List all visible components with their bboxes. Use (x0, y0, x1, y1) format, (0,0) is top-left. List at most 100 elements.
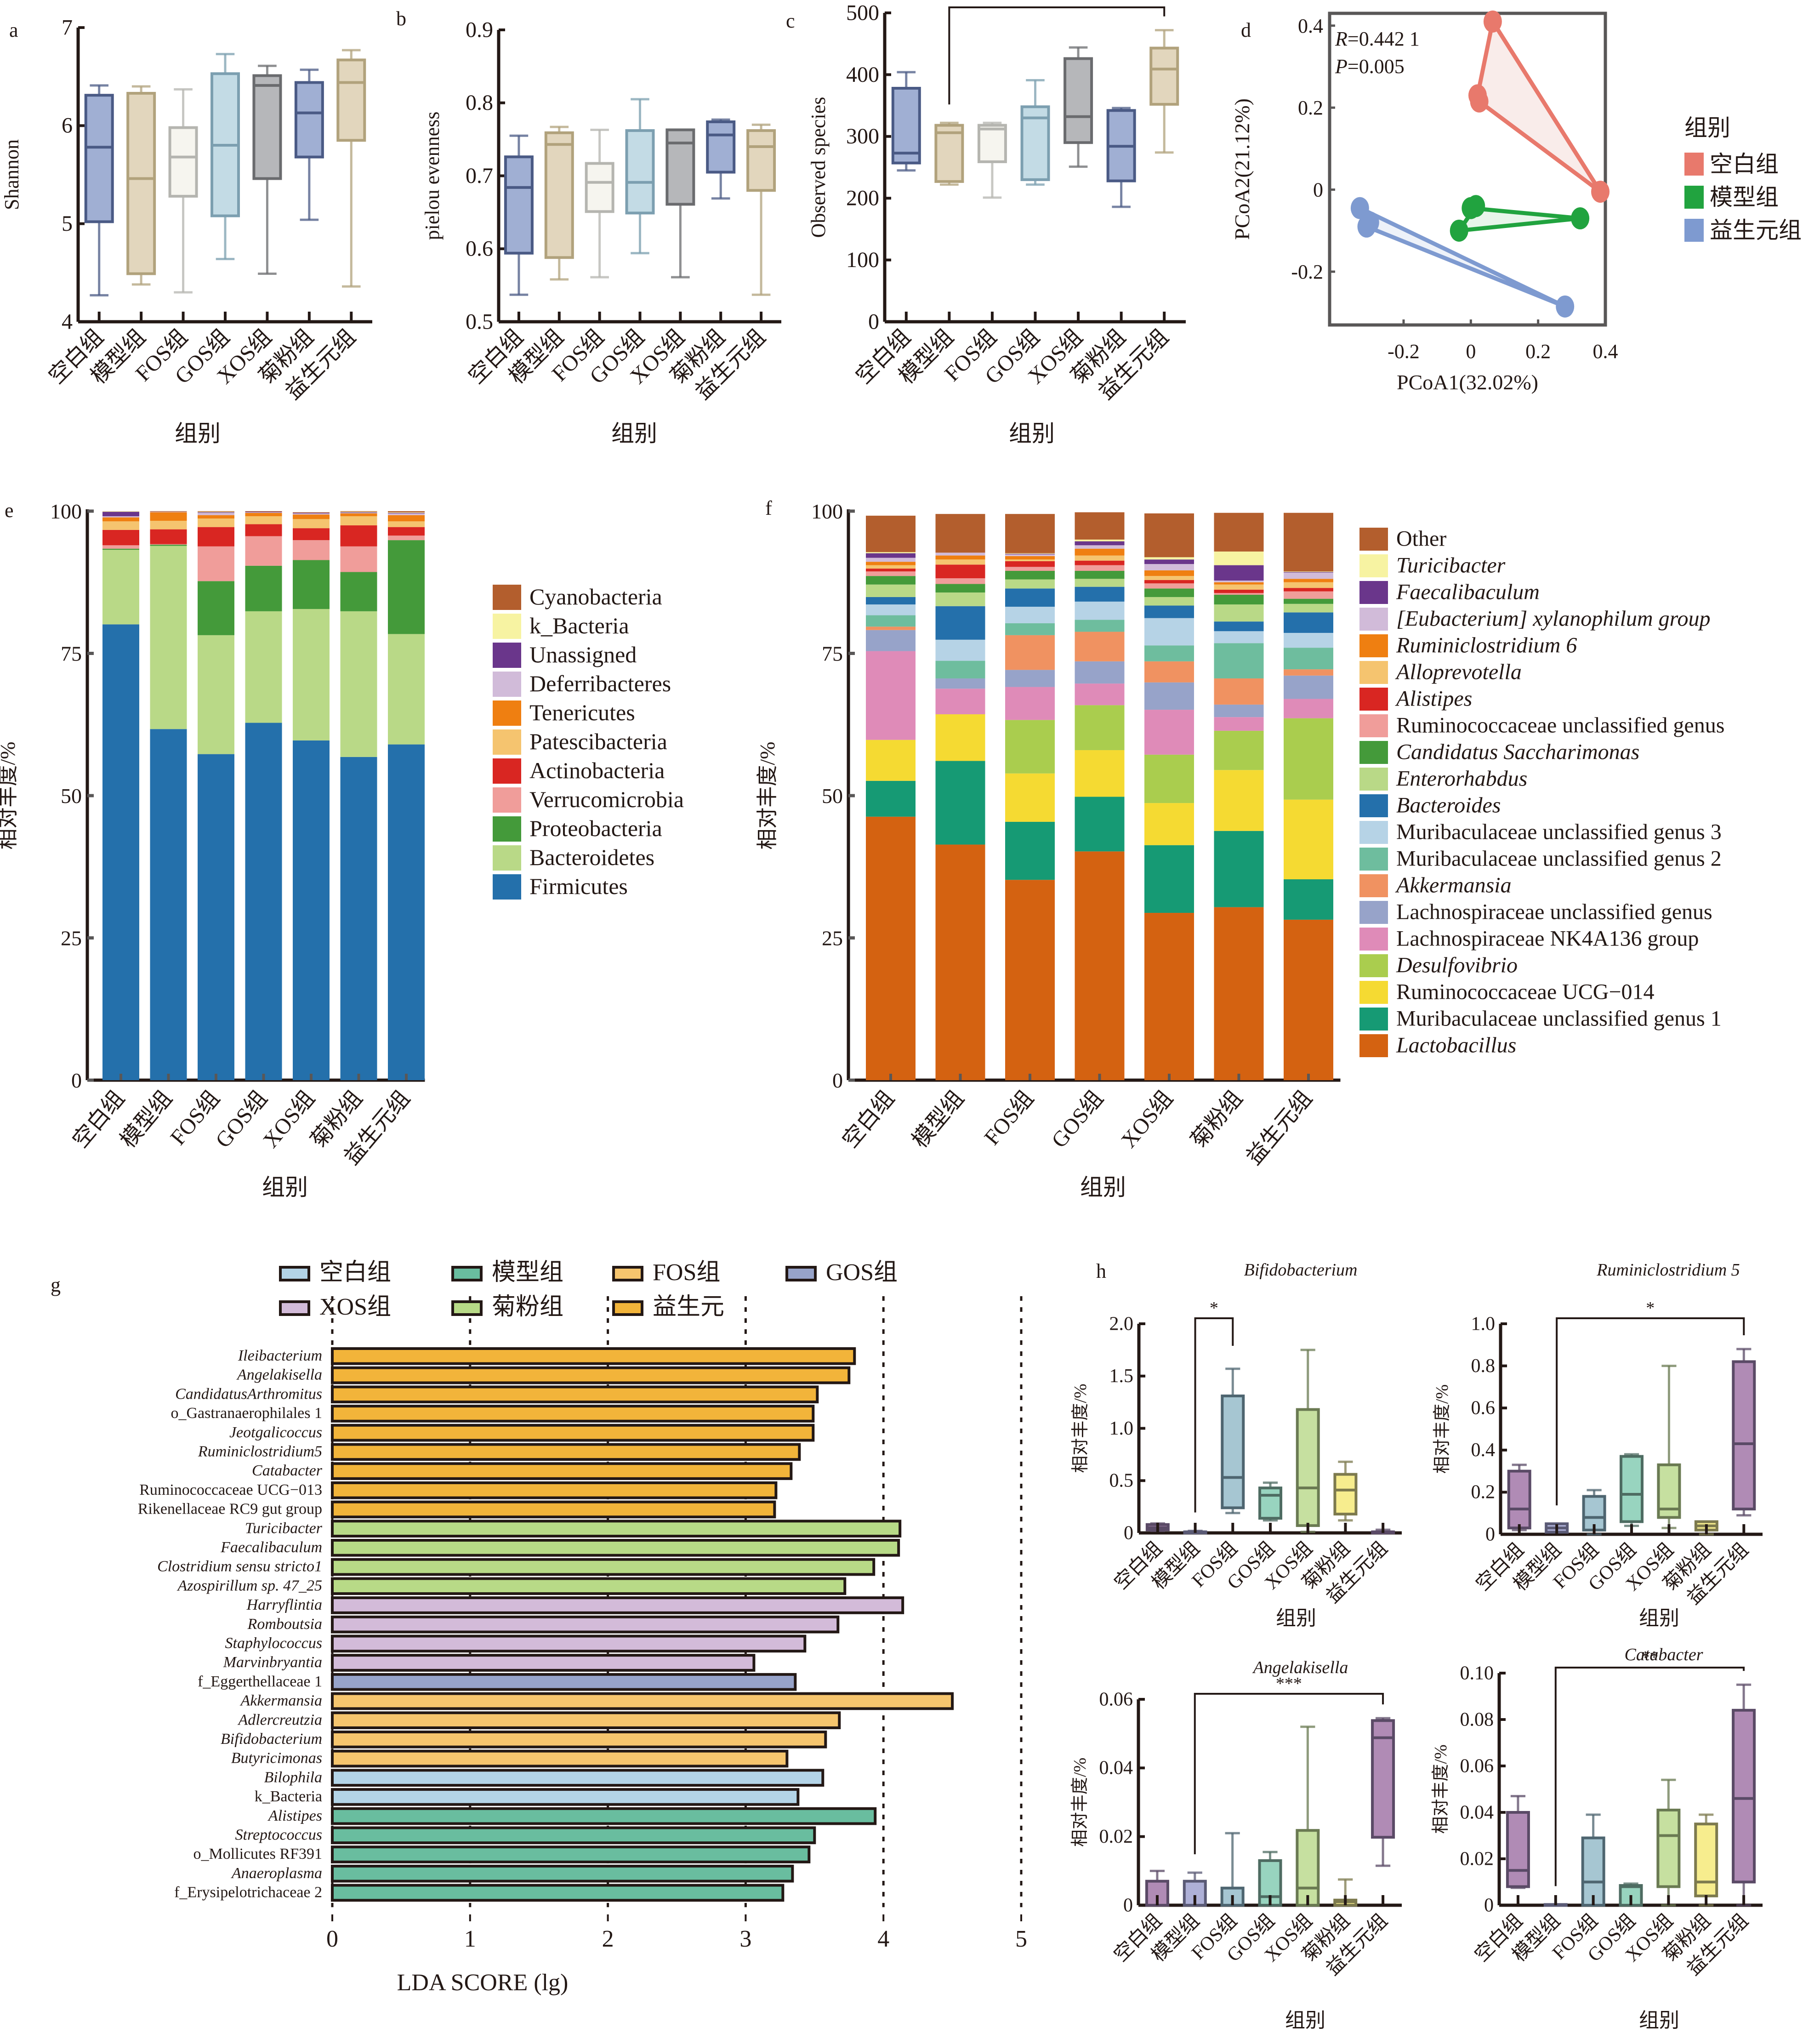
legend-label: Tenericutes (529, 700, 635, 725)
bar-segment (1214, 831, 1264, 907)
x-tick-label: 空白组 (838, 1086, 899, 1152)
significance-bracket (1194, 1317, 1234, 1513)
bar-segment (1075, 539, 1125, 541)
legend-label: 空白组 (319, 1259, 391, 1286)
panel-letter: a (9, 19, 18, 41)
y-tick-label: 75 (61, 642, 82, 666)
bar-segment (935, 639, 985, 661)
lda-bar-22: Bilophila (264, 1769, 825, 1787)
legend-label: Bacteroides (1396, 793, 1501, 817)
box-0 (891, 71, 921, 322)
lda-bar (331, 1673, 797, 1691)
bar-segment (1214, 594, 1264, 605)
box-iqr (544, 131, 574, 259)
bar-segment (1075, 620, 1125, 632)
bar-segment (866, 597, 916, 605)
bar-segment (1075, 570, 1125, 579)
legend-label: Ruminiclostridium 6 (1396, 633, 1577, 657)
bar-segment (1214, 513, 1264, 552)
box-6 (1149, 29, 1179, 322)
y-tick-label: 25 (822, 927, 843, 950)
bar-segment (1284, 579, 1333, 582)
x-tick-label: -0.2 (1388, 340, 1420, 363)
lda-bar-16: Marvinbryantia (223, 1654, 756, 1672)
x-axis-label: 组别 (1285, 2009, 1325, 2032)
bar-segment (1144, 645, 1194, 661)
stacked-bar-3 (245, 511, 282, 1080)
bar-segment (1005, 514, 1055, 553)
bar-segment (935, 678, 985, 689)
hull-polygon (1475, 19, 1603, 194)
bar-segment (1075, 601, 1125, 620)
y-tick-label: 300 (846, 124, 879, 148)
box-iqr (168, 126, 198, 198)
bar-segment (1144, 597, 1194, 606)
bar-segment (1144, 605, 1194, 618)
legend-swatch (1359, 954, 1388, 977)
bar-segment (340, 511, 377, 512)
x-axis-label: 组别 (611, 421, 657, 446)
bar-segment (935, 844, 985, 1080)
lda-bar-23: k_Bacteria (255, 1788, 800, 1806)
lda-bar (331, 1749, 789, 1768)
y-tick-label: 25 (61, 927, 82, 950)
box-5 (706, 118, 736, 322)
bar-segment (1214, 717, 1264, 731)
lda-bar-label: Angelakisella (236, 1367, 322, 1384)
bar-segment (198, 635, 234, 754)
y-tick-label: 0.2 (1298, 97, 1323, 119)
bar-segment (102, 624, 139, 1080)
stat-r: R=0.442 1 (1335, 28, 1420, 50)
lda-bar-label: f_Eggerthellaceae 1 (198, 1673, 322, 1690)
y-tick-label: 1.0 (1471, 1313, 1496, 1334)
bar-segment (1284, 919, 1333, 1080)
stacked-bar-1 (150, 511, 187, 1080)
y-tick-label: 6 (62, 114, 73, 138)
bar-segment (1075, 750, 1125, 797)
box-6 (1371, 1523, 1395, 1535)
bar-segment (150, 546, 187, 729)
y-tick-label: 0.06 (1099, 1689, 1133, 1710)
lda-bar-15: Staphylococcus (225, 1634, 807, 1653)
panel-d: d -0.2 0 0.2 0.4 -0.2 0 0.2 0.4 PCoA1(32.02%) PCoA… (1230, 10, 1802, 394)
stacked-bar-2 (198, 511, 234, 1080)
data-point (1556, 295, 1575, 318)
legend-swatch (1359, 688, 1388, 711)
lda-bar (331, 1711, 841, 1730)
legend-label: Faecalibaculum (1396, 580, 1540, 604)
stat-r-symbol: R (1335, 28, 1348, 50)
y-tick-label: 1.0 (1109, 1418, 1134, 1439)
bar-segment (866, 584, 916, 597)
lda-bar (331, 1615, 840, 1634)
legend-swatch (1359, 1008, 1388, 1031)
lda-bar-label: o_Mollicutes RF391 (193, 1845, 322, 1862)
legend-label: 益生元 (653, 1294, 724, 1320)
box-3 (1020, 79, 1050, 322)
bar-segment (1284, 669, 1333, 676)
bar-segment (1005, 606, 1055, 623)
box-1 (1543, 1895, 1568, 1907)
box-iqr (252, 74, 282, 180)
y-tick-label: 1.5 (1109, 1366, 1134, 1387)
bar-segment (1144, 513, 1194, 558)
lda-bar-9: Turicibacter (245, 1520, 902, 1538)
bar-segment (245, 565, 282, 611)
box-2 (585, 128, 614, 322)
y-tick-label: 100 (50, 500, 82, 523)
box-1 (1183, 1523, 1207, 1535)
box-iqr (891, 86, 921, 165)
box-iqr (1732, 1708, 1756, 1884)
bar-segment (1214, 581, 1264, 582)
bar-segment (198, 513, 234, 515)
series-1 (1450, 195, 1590, 242)
significance-label: * (1646, 1298, 1655, 1318)
bar-segment (935, 689, 985, 714)
lda-bar (331, 1731, 827, 1748)
bar-segment (1144, 754, 1194, 803)
bar-segment (245, 516, 282, 524)
lda-bar (331, 1788, 800, 1806)
x-axis-label: 组别 (1009, 421, 1055, 446)
bar-segment (866, 571, 916, 576)
bar-segment (102, 512, 139, 517)
